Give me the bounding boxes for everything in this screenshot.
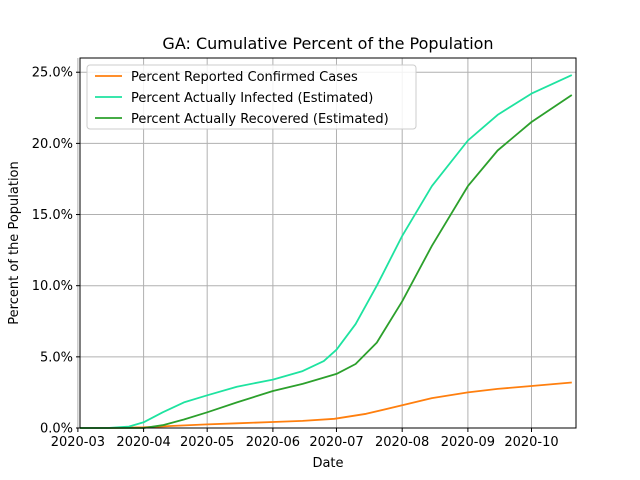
x-tick-label: 2020-03 <box>51 435 105 450</box>
x-tick-label: 2020-08 <box>375 435 429 450</box>
y-tick-label: 25.0% <box>32 66 73 81</box>
x-axis: 2020-03 2020-04 2020-05 2020-06 2020-07 2020-… <box>51 428 559 450</box>
legend-label: Percent Actually Recovered (Estimated) <box>131 112 389 127</box>
legend-label: Percent Reported Confirmed Cases <box>131 70 358 85</box>
y-axis: 0.0% 5.0% 10.0% 15.0% 20.0% 25.0% <box>32 66 80 437</box>
series-line-2 <box>80 74 573 429</box>
legend-box <box>86 64 417 130</box>
plot-area-frame <box>79 57 577 429</box>
x-tick-label: 2020-04 <box>116 435 170 450</box>
x-tick-label: 2020-05 <box>180 435 234 450</box>
series-line-1 <box>80 381 572 429</box>
series-line-3 <box>80 94 573 429</box>
legend-label: Percent Actually Infected (Estimated) <box>131 91 373 106</box>
legend: Percent Reported Confirmed Cases Percent … <box>86 64 417 130</box>
chart-title: GA: Cumulative Percent of the Population <box>162 34 493 53</box>
y-tick-label: 0.0% <box>40 422 73 437</box>
x-tick-label: 2020-10 <box>504 435 558 450</box>
y-tick-label: 5.0% <box>40 350 73 365</box>
y-tick-label: 15.0% <box>32 208 73 223</box>
x-tick-label: 2020-07 <box>309 435 363 450</box>
x-tick-label: 2020-09 <box>441 435 495 450</box>
y-tick-label: 10.0% <box>32 279 73 294</box>
y-tick-label: 20.0% <box>32 137 73 152</box>
x-axis-label: Date <box>312 456 343 471</box>
y-axis-label: Percent of the Population <box>7 161 22 324</box>
series-lines <box>80 74 573 429</box>
x-tick-label: 2020-06 <box>246 435 300 450</box>
